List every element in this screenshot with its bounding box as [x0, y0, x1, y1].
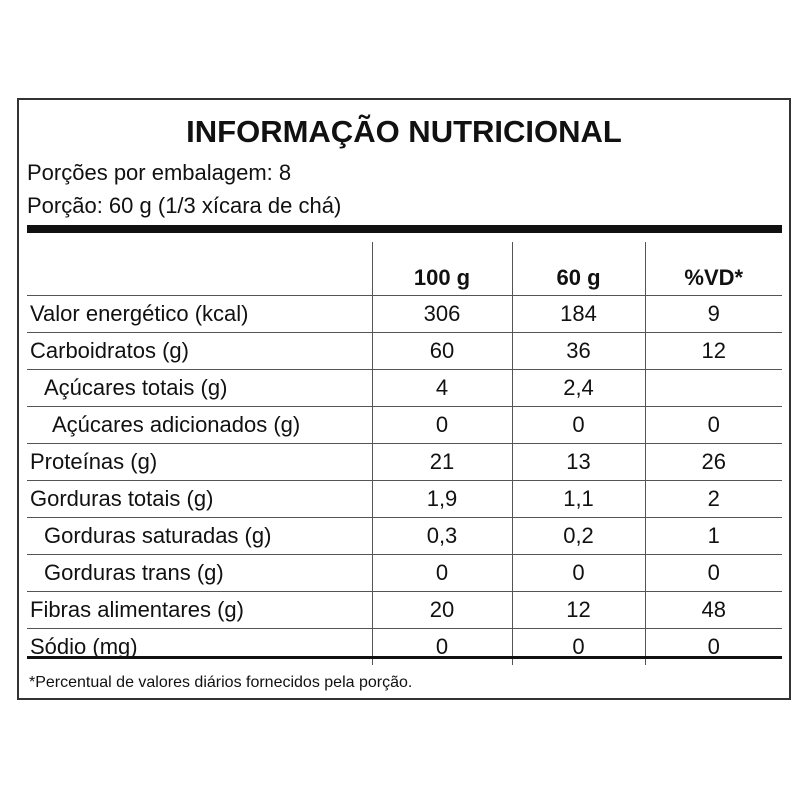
- table-row: Carboidratos (g) 60 36 12: [27, 332, 782, 370]
- nutrient-name: Gorduras trans (g): [27, 554, 372, 592]
- nutrient-value: 12: [644, 332, 782, 370]
- nutrient-value: 0: [644, 406, 782, 444]
- table-row: Proteínas (g) 21 13 26: [27, 443, 782, 481]
- table-row: Gorduras saturadas (g) 0,3 0,2 1: [27, 517, 782, 555]
- nutrient-name: Valor energético (kcal): [27, 295, 372, 333]
- nutrient-value: 2: [644, 480, 782, 518]
- nutrient-value: 9: [644, 295, 782, 333]
- nutrient-value: 12: [511, 591, 645, 629]
- nutrient-value: 306: [371, 295, 512, 333]
- nutrient-name: Sódio (mg): [27, 628, 372, 665]
- nutrient-value: 60: [371, 332, 512, 370]
- header-cell: [27, 242, 372, 296]
- nutrient-value: 1: [644, 517, 782, 555]
- column-header: 100 g: [371, 242, 512, 296]
- nutrient-value: 0: [511, 406, 645, 444]
- nutrient-value: [644, 369, 782, 407]
- table-row: Sódio (mg) 0 0 0: [27, 628, 782, 665]
- nutrient-value: 0: [644, 628, 782, 665]
- divider: [27, 656, 782, 659]
- nutrition-label: INFORMAÇÃO NUTRICIONAL Porções por embal…: [17, 98, 791, 700]
- nutrient-value: 2,4: [511, 369, 645, 407]
- nutrient-value: 4: [371, 369, 512, 407]
- nutrient-value: 21: [371, 443, 512, 481]
- nutrient-name: Açúcares adicionados (g): [27, 406, 372, 444]
- nutrient-name: Fibras alimentares (g): [27, 591, 372, 629]
- nutrient-value: 1,1: [511, 480, 645, 518]
- servings: Porções por embalagem: 8: [27, 160, 292, 185]
- nutrient-value: 36: [511, 332, 645, 370]
- nutrient-name: Proteínas (g): [27, 443, 372, 481]
- nutrient-name: Carboidratos (g): [27, 332, 372, 370]
- nutrient-value: 184: [511, 295, 645, 333]
- nutrient-value: 0: [371, 628, 512, 665]
- nutrient-name: Açúcares totais (g): [27, 369, 372, 407]
- footnote: *Percentual de valores diários fornecido…: [29, 674, 413, 691]
- column-header: 60 g: [511, 242, 645, 296]
- table-row: Valor energético (kcal) 306 184 9: [27, 295, 782, 333]
- nutrient-value: 0: [371, 406, 512, 444]
- nutrient-value: 48: [644, 591, 782, 629]
- nutrient-name: Gorduras saturadas (g): [27, 517, 372, 555]
- table-row: Gorduras trans (g) 0 0 0: [27, 554, 782, 592]
- nutrient-value: 0,3: [371, 517, 512, 555]
- nutrient-name: Gorduras totais (g): [27, 480, 372, 518]
- nutrition-table: 100 g 60 g %VD* Valor energético (kcal) 306…: [27, 242, 782, 665]
- nutrient-value: 0: [371, 554, 512, 592]
- portion: Porção: 60 g (1/3 xícara de chá): [27, 193, 342, 218]
- nutrient-value: 20: [371, 591, 512, 629]
- nutrient-value: 0: [644, 554, 782, 592]
- nutrient-value: 0,2: [511, 517, 645, 555]
- nutrient-value: 0: [511, 628, 645, 665]
- nutrient-value: 26: [644, 443, 782, 481]
- table-row: Açúcares totais (g) 4 2,4: [27, 369, 782, 407]
- divider: [27, 225, 782, 233]
- nutrient-value: 1,9: [371, 480, 512, 518]
- nutrient-value: 13: [511, 443, 645, 481]
- table-row: Gorduras totais (g) 1,9 1,1 2: [27, 480, 782, 518]
- table-row: Fibras alimentares (g) 20 12 48: [27, 591, 782, 629]
- header-row: 100 g 60 g %VD*: [27, 242, 782, 296]
- nutrient-value: 0: [511, 554, 645, 592]
- column-header: %VD*: [644, 242, 782, 296]
- table-row: Açúcares adicionados (g) 0 0 0: [27, 406, 782, 444]
- title: INFORMAÇÃO NUTRICIONAL: [186, 114, 622, 149]
